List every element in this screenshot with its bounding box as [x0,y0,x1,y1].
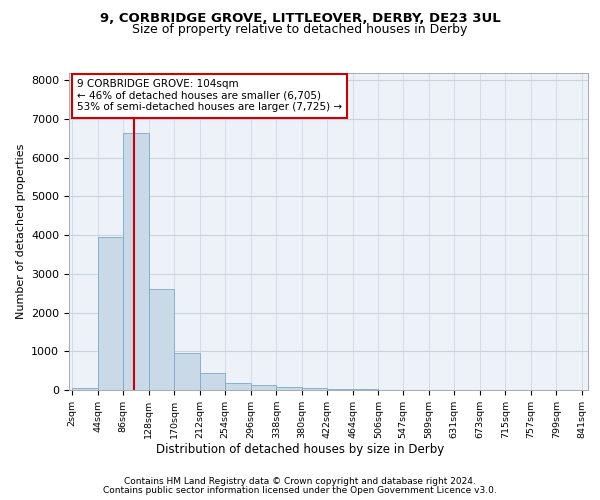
Bar [251,385,276,390]
Bar [276,388,302,390]
Bar [353,389,379,390]
Text: 9 CORBRIDGE GROVE: 104sqm
← 46% of detached houses are smaller (6,705)
53% of se: 9 CORBRIDGE GROVE: 104sqm ← 46% of detac… [77,79,342,112]
Bar [123,132,149,390]
Text: Distribution of detached houses by size in Derby: Distribution of detached houses by size … [156,442,444,456]
Bar [302,388,327,390]
Text: Contains public sector information licensed under the Open Government Licence v3: Contains public sector information licen… [103,486,497,495]
Text: Contains HM Land Registry data © Crown copyright and database right 2024.: Contains HM Land Registry data © Crown c… [124,478,476,486]
Text: Size of property relative to detached houses in Derby: Size of property relative to detached ho… [133,22,467,36]
Bar [174,353,200,390]
Bar [72,388,98,390]
Bar [225,383,251,390]
Bar [98,237,123,390]
Bar [200,374,225,390]
Text: 9, CORBRIDGE GROVE, LITTLEOVER, DERBY, DE23 3UL: 9, CORBRIDGE GROVE, LITTLEOVER, DERBY, D… [100,12,500,26]
Y-axis label: Number of detached properties: Number of detached properties [16,144,26,319]
Bar [327,389,353,390]
Bar [149,290,174,390]
